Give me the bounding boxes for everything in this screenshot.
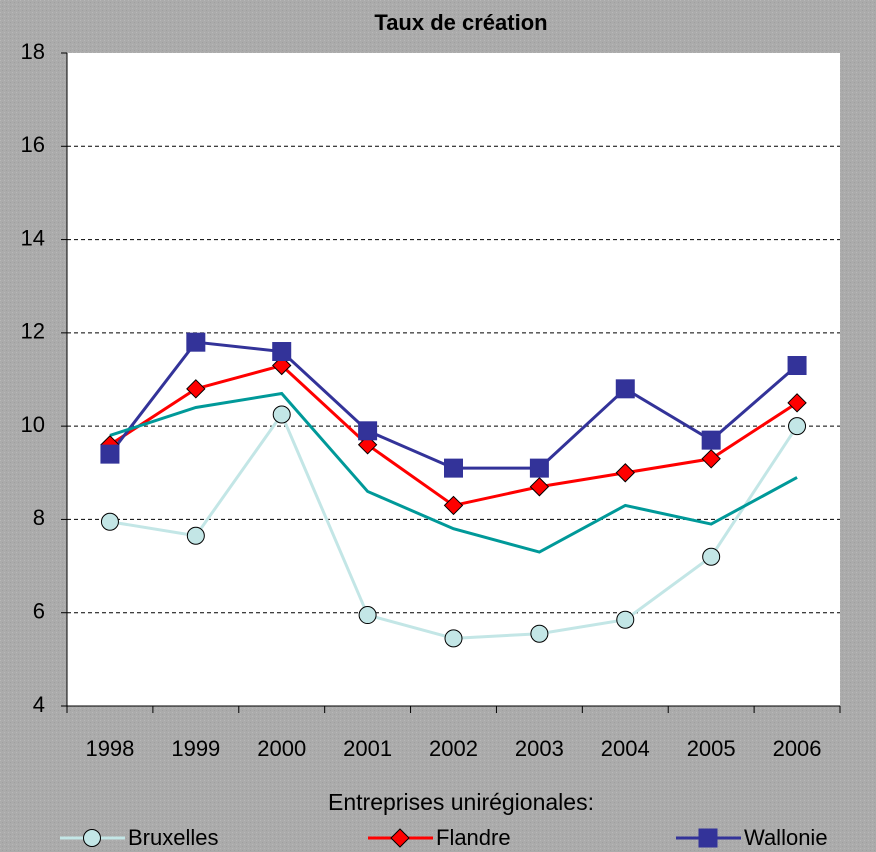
data-point bbox=[787, 393, 807, 413]
data-point bbox=[186, 526, 205, 545]
data-point bbox=[272, 342, 292, 362]
data-point bbox=[358, 606, 377, 625]
x-tick-label: 2006 bbox=[773, 736, 822, 761]
data-point bbox=[529, 458, 549, 478]
data-point bbox=[444, 629, 463, 648]
chart-title: Taux de création bbox=[374, 10, 547, 35]
legend-label: Flandre bbox=[436, 825, 511, 850]
x-tick-label: 2002 bbox=[429, 736, 478, 761]
y-tick-label: 6 bbox=[33, 599, 45, 624]
data-point bbox=[186, 332, 206, 352]
legend-label: Bruxelles bbox=[128, 825, 218, 850]
data-point bbox=[443, 495, 464, 516]
x-tick-label: 2005 bbox=[687, 736, 736, 761]
data-point bbox=[701, 430, 721, 450]
y-tick-label: 16 bbox=[21, 132, 45, 157]
y-tick-label: 4 bbox=[33, 692, 45, 717]
data-point bbox=[702, 547, 721, 566]
x-tick-label: 1999 bbox=[171, 736, 220, 761]
data-point bbox=[701, 449, 721, 469]
data-point bbox=[616, 610, 635, 629]
data-point bbox=[788, 417, 807, 436]
series-line bbox=[109, 391, 798, 554]
y-tick-label: 12 bbox=[21, 319, 45, 344]
data-point bbox=[100, 444, 120, 464]
x-tick-label: 2000 bbox=[257, 736, 306, 761]
legend-label: Wallonie bbox=[744, 825, 828, 850]
data-point bbox=[530, 624, 549, 643]
data-point bbox=[358, 421, 378, 441]
x-tick-label: 2004 bbox=[601, 736, 650, 761]
x-tick-label: 2001 bbox=[343, 736, 392, 761]
data-point bbox=[444, 458, 463, 478]
data-point bbox=[615, 379, 635, 399]
y-tick-label: 14 bbox=[21, 225, 45, 250]
legend-marker bbox=[83, 829, 101, 847]
x-tick-label: 1998 bbox=[85, 736, 134, 761]
legend-title: Entreprises unirégionales: bbox=[328, 789, 594, 815]
data-point bbox=[186, 379, 206, 399]
x-tick-label: 2003 bbox=[515, 736, 564, 761]
data-point bbox=[100, 512, 119, 531]
legend-marker bbox=[698, 828, 718, 848]
y-tick-label: 10 bbox=[21, 412, 45, 437]
data-point bbox=[529, 477, 550, 497]
data-point bbox=[272, 405, 291, 424]
y-tick-label: 18 bbox=[21, 39, 45, 64]
data-point bbox=[787, 356, 807, 376]
legend-marker bbox=[390, 828, 410, 848]
plot-area bbox=[67, 53, 840, 706]
data-point bbox=[615, 463, 635, 483]
y-tick-label: 8 bbox=[33, 505, 45, 530]
